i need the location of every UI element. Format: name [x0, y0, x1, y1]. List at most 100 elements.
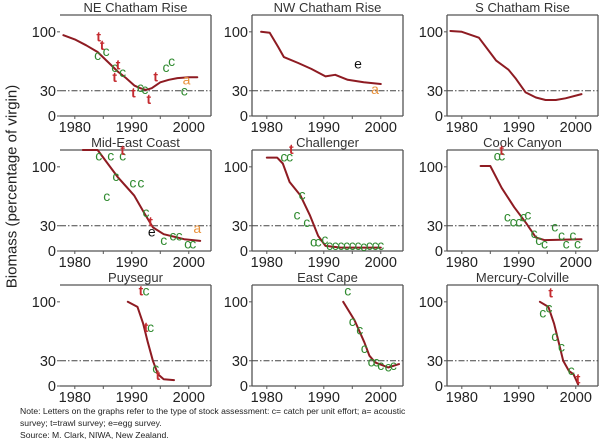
- marker-c: c: [368, 353, 375, 369]
- marker-c: c: [168, 53, 175, 69]
- x-tick-label: 2000: [365, 120, 397, 136]
- marker-c: c: [189, 235, 196, 251]
- x-tick-label: 1980: [59, 120, 91, 136]
- y-tick-label: 30: [427, 84, 443, 100]
- x-tick-label: 2000: [173, 255, 205, 271]
- biomass-curve: [449, 30, 583, 101]
- marker-c: c: [107, 148, 114, 164]
- marker-c: c: [143, 204, 150, 220]
- panel-nw-chatham-rise: NW Chatham Rise 0 30 100 1980 1990 2000 ea: [224, 0, 404, 136]
- marker-c: c: [326, 237, 333, 253]
- marker-c: c: [152, 360, 159, 376]
- marker-c: c: [515, 213, 522, 229]
- marker-c: c: [574, 235, 581, 251]
- y-tick-label: 100: [419, 25, 443, 41]
- x-tick-label: 1990: [503, 120, 535, 136]
- marker-c: c: [137, 175, 144, 191]
- panel-title: Challenger: [296, 135, 360, 150]
- marker-c: c: [321, 231, 328, 247]
- x-tick-label: 1990: [503, 255, 535, 271]
- marker-c: c: [361, 340, 368, 356]
- x-tick-label: 1990: [308, 390, 340, 406]
- marker-t: t: [548, 284, 553, 300]
- marker-t: t: [139, 283, 144, 299]
- marker-t: t: [116, 57, 121, 73]
- y-tick-label: 0: [435, 244, 443, 260]
- marker-c: c: [349, 237, 356, 253]
- marker-c: c: [280, 149, 287, 165]
- x-tick-label: 2000: [560, 255, 592, 271]
- marker-c: c: [184, 235, 191, 251]
- marker-c: c: [498, 148, 505, 164]
- marker-c: c: [568, 362, 575, 378]
- panel-title: NW Chatham Rise: [274, 0, 382, 15]
- marker-c: c: [129, 175, 136, 191]
- x-tick-label: 1990: [503, 390, 535, 406]
- x-tick-label: 2000: [560, 120, 592, 136]
- marker-t: t: [96, 29, 101, 45]
- y-tick-label: 30: [427, 219, 443, 235]
- panel-title: Mid-East Coast: [91, 135, 180, 150]
- x-tick-label: 1990: [308, 255, 340, 271]
- x-tick-label: 1990: [116, 390, 148, 406]
- marker-t: t: [100, 37, 105, 53]
- marker-c: c: [390, 357, 397, 373]
- y-tick-label: 30: [232, 219, 248, 235]
- y-tick-label: 100: [419, 295, 443, 311]
- y-tick-label: 100: [32, 295, 56, 311]
- marker-t: t: [120, 142, 125, 158]
- marker-c: c: [95, 148, 102, 164]
- panel-title: East Cape: [297, 270, 358, 285]
- marker-c: c: [112, 168, 119, 184]
- x-tick-label: 2000: [560, 390, 592, 406]
- y-tick-label: 100: [32, 160, 56, 176]
- marker-c: c: [310, 234, 317, 250]
- marker-c: c: [558, 338, 565, 354]
- y-tick-label: 100: [224, 25, 248, 41]
- marker-c: c: [119, 148, 126, 164]
- marker-t: t: [148, 213, 153, 229]
- panel-title: Cook Canyon: [483, 135, 562, 150]
- marker-c: c: [551, 328, 558, 344]
- x-tick-label: 1980: [446, 390, 478, 406]
- marker-t: t: [147, 91, 152, 107]
- marker-c: c: [504, 208, 511, 224]
- marker-c: c: [299, 186, 306, 202]
- x-tick-label: 1990: [116, 120, 148, 136]
- marker-c: c: [569, 227, 576, 243]
- marker-c: c: [520, 208, 527, 224]
- panel-title: NE Chatham Rise: [83, 0, 187, 15]
- marker-c: c: [541, 235, 548, 251]
- marker-c: c: [373, 353, 380, 369]
- y-tick-label: 0: [48, 379, 56, 395]
- marker-a: a: [193, 220, 201, 236]
- x-tick-label: 2000: [173, 120, 205, 136]
- marker-c: c: [385, 358, 392, 374]
- biomass-curve: [265, 156, 382, 249]
- marker-t: t: [289, 141, 294, 157]
- marker-c: c: [160, 232, 167, 248]
- x-tick-label: 1990: [116, 255, 148, 271]
- x-tick-label: 1980: [59, 390, 91, 406]
- marker-c: c: [103, 188, 110, 204]
- biomass-curve: [62, 34, 199, 91]
- marker-c: c: [181, 83, 188, 99]
- x-tick-label: 1980: [251, 390, 283, 406]
- x-tick-label: 1980: [251, 120, 283, 136]
- panel-title: Puysegur: [108, 270, 164, 285]
- note-line-1: Note: Letters on the graphs refer to the…: [20, 406, 406, 416]
- marker-c: c: [366, 237, 373, 253]
- biomass-curve: [126, 300, 175, 382]
- x-tick-label: 2000: [365, 390, 397, 406]
- marker-c: c: [551, 218, 558, 234]
- y-tick-label: 100: [224, 295, 248, 311]
- marker-c: c: [119, 64, 126, 80]
- y-tick-label: 100: [419, 160, 443, 176]
- marker-c: c: [169, 228, 176, 244]
- y-tick-label: 100: [224, 160, 248, 176]
